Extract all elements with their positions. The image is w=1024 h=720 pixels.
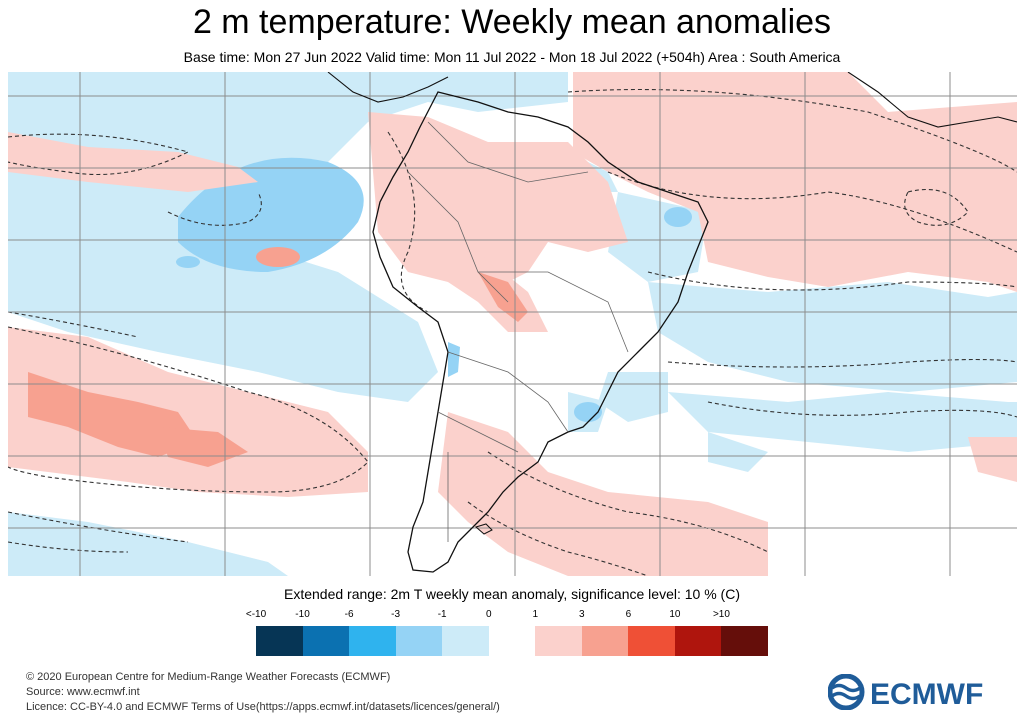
legend-color-bar xyxy=(256,626,769,656)
graticule xyxy=(8,72,1017,576)
legend-swatch xyxy=(581,626,629,656)
legend-label: -1 xyxy=(437,609,447,620)
legend-swatch xyxy=(256,626,303,656)
legend-label: -6 xyxy=(344,609,354,620)
footer-licence: Licence: CC-BY-4.0 and ECMWF Terms of Us… xyxy=(26,701,500,713)
south-america-coastline xyxy=(372,91,709,573)
legend-labels: <-10 -10 -6 -3 -1 0 1 3 6 10 >10 xyxy=(0,609,1024,623)
legend-swatch xyxy=(721,626,769,656)
legend-title: Extended range: 2m T weekly mean anomaly… xyxy=(283,586,740,602)
legend-label: 3 xyxy=(579,609,585,620)
footer-copyright: © 2020 European Centre for Medium-Range … xyxy=(26,671,391,683)
map-svg xyxy=(8,72,1017,576)
legend-swatch xyxy=(535,626,582,656)
footer: © 2020 European Centre for Medium-Range … xyxy=(26,670,500,715)
legend-swatch xyxy=(349,626,396,656)
legend-label: >10 xyxy=(712,609,730,620)
falklands-coastline xyxy=(474,523,493,535)
legend-label: 1 xyxy=(532,609,539,620)
chart-subtitle: Base time: Mon 27 Jun 2022 Valid time: M… xyxy=(183,49,841,65)
legend-label: -3 xyxy=(391,609,401,620)
africa-coastline xyxy=(847,72,1017,128)
light-red-anomaly-regions xyxy=(8,72,1017,576)
legend-swatch xyxy=(628,626,675,656)
legend-swatch xyxy=(302,626,350,656)
legend-label: 0 xyxy=(485,609,492,620)
ecmwf-logo-mark xyxy=(827,673,865,711)
significance-contours xyxy=(8,88,1017,576)
legend-label: -10 xyxy=(295,609,310,620)
footer-source: Source: www.ecmwf.int xyxy=(26,686,140,698)
legend-label: <-10 xyxy=(245,609,267,620)
legend-swatch xyxy=(442,626,489,656)
legend-swatch xyxy=(674,626,722,656)
legend-label: 6 xyxy=(625,609,632,620)
legend-swatch xyxy=(395,626,443,656)
anomaly-map xyxy=(8,72,1017,576)
ecmwf-logo-svg: ECMWF xyxy=(827,673,983,711)
country-borders xyxy=(407,121,629,542)
legend-swatch xyxy=(488,626,536,656)
chart-title: 2 m temperature: Weekly mean anomalies xyxy=(192,3,832,41)
central-america-coastline xyxy=(327,72,449,103)
ecmwf-logo-text: ECMWF xyxy=(870,678,983,710)
ecmwf-logo: ECMWF xyxy=(827,673,1000,711)
legend-label: 10 xyxy=(669,609,681,620)
